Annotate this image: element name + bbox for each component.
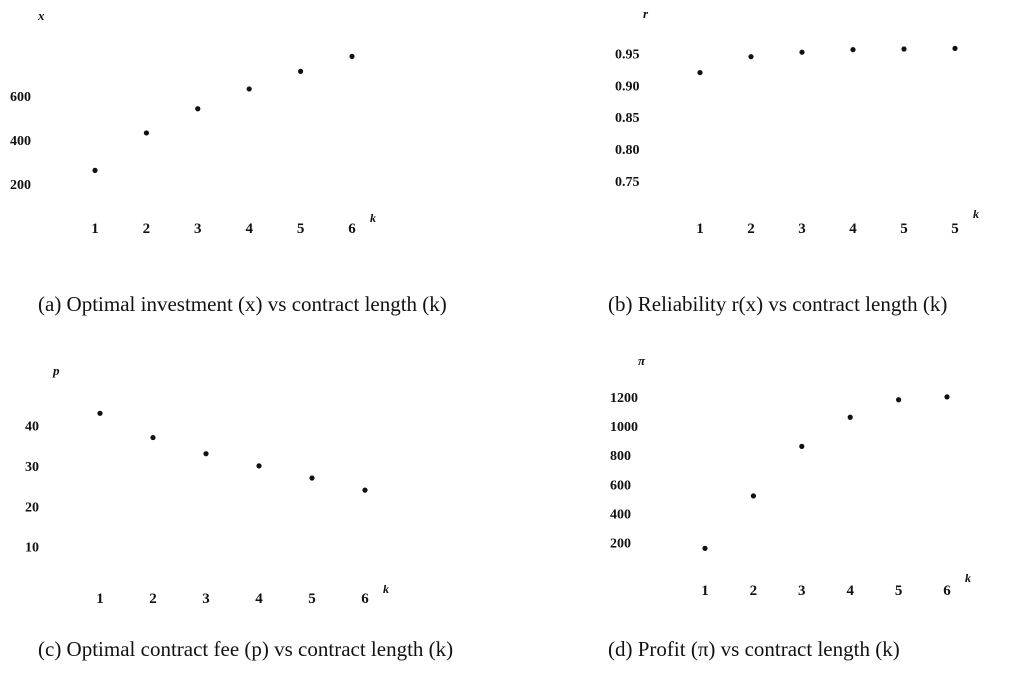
y-axis-label: r <box>643 6 649 21</box>
x-tick-label: 5 <box>895 583 903 599</box>
data-point <box>799 443 805 449</box>
data-point <box>298 68 304 74</box>
data-point <box>246 86 252 92</box>
x-axis-label: k <box>973 207 979 221</box>
data-point <box>92 167 98 173</box>
y-tick-label: 600 <box>10 90 31 105</box>
x-tick-label: 4 <box>255 591 263 607</box>
x-tick-label: 5 <box>308 591 316 607</box>
chart-b: r0.750.800.850.900.951 2 3 4 5 5k <box>615 6 979 237</box>
x-tick-label: 1 <box>96 591 104 607</box>
y-tick-label: 40 <box>25 419 39 434</box>
x-tick-label: 2 <box>747 221 755 237</box>
x-tick-label: 4 <box>849 221 857 237</box>
chart-c: p 10 20 30 40 1 2 3 4 5 6k <box>25 363 389 607</box>
x-axis-label: k <box>370 211 376 225</box>
caption-c: (c) Optimal contract fee (p) vs contract… <box>38 637 454 661</box>
data-point <box>195 106 201 112</box>
y-tick-label: 400 <box>10 134 31 149</box>
data-point <box>799 49 805 55</box>
data-point <box>349 53 355 60</box>
x-axis-label: k <box>383 582 389 596</box>
data-point <box>256 463 262 469</box>
data-point <box>702 545 708 551</box>
x-tick-label: 4 <box>846 583 854 599</box>
y-axis-label: p <box>52 363 60 378</box>
y-tick-label: 0.95 <box>615 47 640 62</box>
data-point <box>901 46 907 52</box>
y-tick-label: 0.80 <box>615 143 640 158</box>
x-tick-label: 2 <box>750 583 758 599</box>
data-point <box>896 397 902 403</box>
y-tick-label: 1000 <box>610 420 638 435</box>
data-point <box>850 47 856 53</box>
x-tick-label: 3 <box>798 221 806 237</box>
x-tick-label: 5 <box>951 221 959 237</box>
y-tick-label: 0.75 <box>615 175 640 190</box>
x-tick-label: 1 <box>91 221 99 237</box>
data-point <box>203 451 209 457</box>
caption-a: (a) Optimal investment (x) vs contract l… <box>38 292 447 316</box>
y-tick-label: 200 <box>10 178 31 193</box>
y-tick-label: 800 <box>610 449 631 464</box>
x-tick-label: 4 <box>245 221 253 237</box>
y-tick-label: 10 <box>25 541 39 556</box>
x-axis-label: k <box>965 571 971 585</box>
data-point <box>944 394 950 400</box>
data-point <box>309 475 315 481</box>
data-point <box>697 69 703 76</box>
data-point <box>97 410 103 416</box>
y-tick-label: 200 <box>610 537 631 552</box>
chart-d: π 200 400 600 800 1000 1200 1 2 3 4 5 6k <box>610 353 971 599</box>
chart-a: x 200 400 600 1 2 3 4 5 6k <box>10 8 376 237</box>
y-tick-label: 0.85 <box>615 111 640 126</box>
data-point <box>952 45 958 51</box>
x-tick-label: 3 <box>194 221 202 237</box>
y-axis-label: π <box>638 353 646 368</box>
x-tick-label: 3 <box>202 591 210 607</box>
data-point <box>150 434 156 441</box>
y-tick-label: 20 <box>25 500 39 515</box>
data-point <box>847 414 853 420</box>
data-point <box>750 493 756 499</box>
x-tick-label: 2 <box>149 591 157 607</box>
x-tick-label: 6 <box>348 221 356 237</box>
y-tick-label: 1200 <box>610 391 638 406</box>
data-point <box>143 130 149 136</box>
y-tick-label: 400 <box>610 507 631 522</box>
x-tick-label: 5 <box>900 221 908 237</box>
y-axis-label: x <box>37 8 45 23</box>
x-tick-label: 3 <box>798 583 806 599</box>
data-point <box>362 487 368 493</box>
caption-b: (b) Reliability r(x) vs contract length … <box>608 292 948 316</box>
x-tick-label: 1 <box>696 221 704 237</box>
caption-d: (d) Profit (π) vs contract length (k) <box>608 637 900 661</box>
data-point <box>748 54 754 60</box>
x-tick-label: 2 <box>143 221 151 237</box>
y-tick-label: 30 <box>25 460 39 475</box>
x-tick-label: 1 <box>701 583 709 599</box>
x-tick-label: 5 <box>297 221 305 237</box>
x-tick-label: 6 <box>361 591 369 607</box>
x-tick-label: 6 <box>943 583 951 599</box>
y-tick-label: 600 <box>610 478 631 493</box>
y-tick-label: 0.90 <box>615 79 640 94</box>
